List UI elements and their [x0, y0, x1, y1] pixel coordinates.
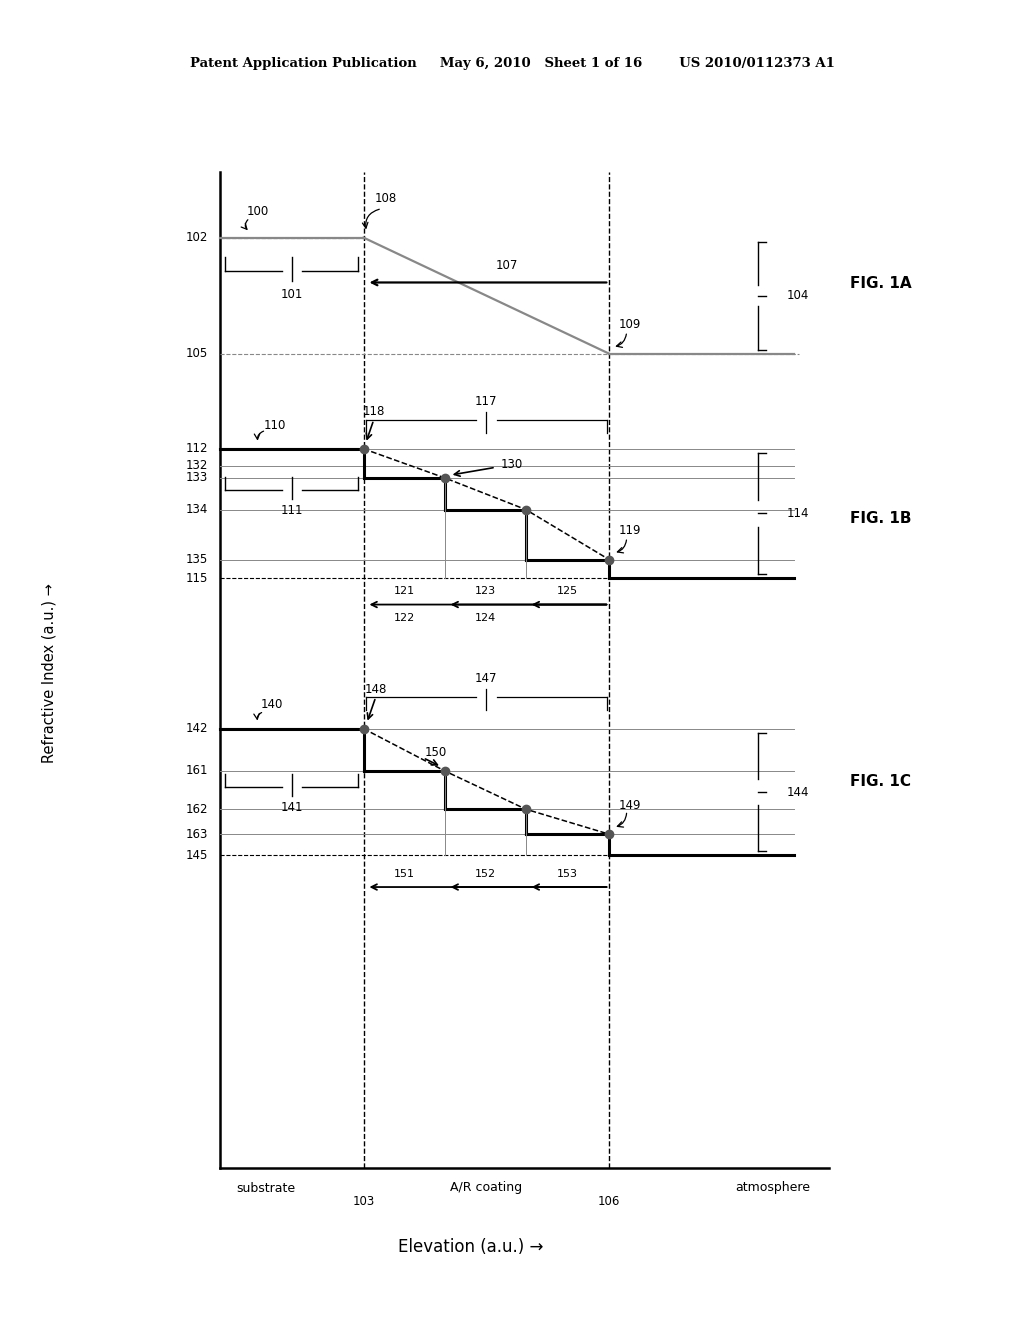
- Text: 123: 123: [474, 586, 496, 597]
- Text: 100: 100: [247, 205, 269, 218]
- Text: 151: 151: [393, 869, 415, 879]
- Text: A/R coating: A/R coating: [451, 1181, 522, 1195]
- Text: 121: 121: [393, 586, 415, 597]
- Text: Patent Application Publication     May 6, 2010   Sheet 1 of 16        US 2010/01: Patent Application Publication May 6, 20…: [189, 57, 835, 70]
- Text: 150: 150: [425, 746, 447, 759]
- Text: 106: 106: [598, 1195, 621, 1208]
- Text: 147: 147: [475, 672, 498, 685]
- Text: 108: 108: [375, 191, 397, 205]
- Text: 162: 162: [185, 803, 208, 816]
- Text: 112: 112: [185, 442, 208, 455]
- Text: 148: 148: [365, 682, 387, 696]
- Text: 119: 119: [618, 524, 641, 537]
- Text: atmosphere: atmosphere: [735, 1181, 811, 1195]
- Text: 140: 140: [260, 698, 283, 711]
- Text: FIG. 1A: FIG. 1A: [850, 276, 911, 292]
- Text: 130: 130: [501, 458, 523, 471]
- Text: 103: 103: [352, 1195, 375, 1208]
- Text: 135: 135: [185, 553, 208, 566]
- Text: 149: 149: [618, 799, 641, 812]
- Text: 132: 132: [185, 459, 208, 473]
- Text: 105: 105: [185, 347, 208, 360]
- Text: 124: 124: [474, 612, 496, 623]
- Text: 111: 111: [281, 504, 303, 517]
- Text: 163: 163: [185, 828, 208, 841]
- Text: 122: 122: [393, 612, 415, 623]
- Text: 117: 117: [475, 395, 498, 408]
- Text: 152: 152: [474, 869, 496, 879]
- Text: 144: 144: [786, 785, 809, 799]
- Text: 115: 115: [185, 572, 208, 585]
- Text: 110: 110: [263, 418, 286, 432]
- Text: substrate: substrate: [237, 1181, 296, 1195]
- Text: 133: 133: [185, 471, 208, 484]
- Text: 141: 141: [281, 801, 303, 814]
- Text: 161: 161: [185, 764, 208, 777]
- Text: 102: 102: [185, 231, 208, 244]
- Text: 125: 125: [557, 586, 579, 597]
- Text: FIG. 1C: FIG. 1C: [850, 774, 911, 789]
- Text: 142: 142: [185, 722, 208, 735]
- Text: 114: 114: [786, 507, 809, 520]
- Text: 104: 104: [786, 289, 809, 302]
- Text: 109: 109: [618, 318, 641, 331]
- Text: 153: 153: [557, 869, 578, 879]
- Text: Elevation (a.u.) →: Elevation (a.u.) →: [398, 1238, 544, 1257]
- Text: 107: 107: [496, 259, 518, 272]
- Text: 134: 134: [185, 503, 208, 516]
- Text: 101: 101: [281, 288, 303, 301]
- Text: 145: 145: [185, 849, 208, 862]
- Text: Refractive Index (a.u.) →: Refractive Index (a.u.) →: [42, 583, 56, 763]
- Text: FIG. 1B: FIG. 1B: [850, 511, 911, 527]
- Text: 118: 118: [362, 405, 385, 418]
